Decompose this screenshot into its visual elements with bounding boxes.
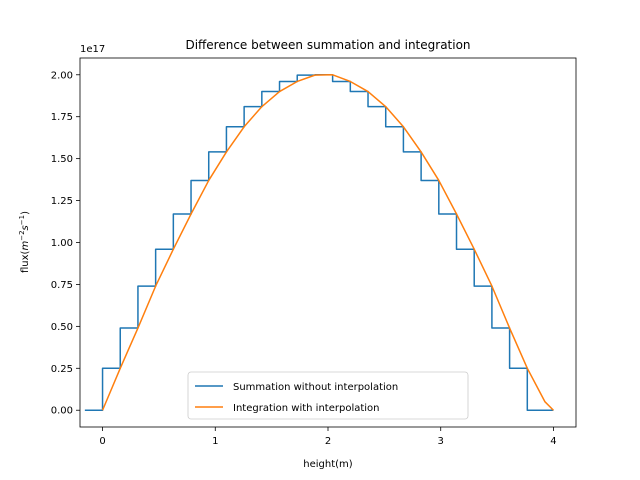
y-tick-label: 0.25 [51,364,73,375]
y-tick-label: 0.50 [51,322,73,333]
x-tick-label: 2 [325,436,331,447]
x-tick-label: 3 [438,436,444,447]
y-axis-label-exp2: −1 [18,215,26,225]
y-tick-label: 1.75 [51,112,73,123]
y-tick-label: 1.00 [51,238,73,249]
y-tick-label: 0.00 [51,406,73,417]
chart-title: Difference between summation and integra… [185,38,470,52]
y-tick-label: 1.50 [51,154,73,165]
series-line-integration [101,74,554,411]
y-tick-label: 1.25 [51,196,73,207]
legend-label-summation: Summation without interpolation [233,382,398,393]
legend: Summation without interpolation Integrat… [187,371,469,420]
x-tick-label: 4 [550,436,556,447]
x-axis-label: height(m) [303,459,353,470]
y-axis-label-exp1: −2 [18,230,26,240]
y-axis-label-suffix: ) [20,211,31,215]
plot-area [80,58,576,427]
x-tick-label: 0 [99,436,105,447]
plot-frame [79,57,577,428]
y-tick-label: 0.75 [51,280,73,291]
y-tick-label: 2.00 [51,70,73,81]
y-axis-label-s: s [20,225,31,230]
series-layer [84,74,554,411]
y-axis-label-m: m [20,241,31,251]
x-tick-label: 1 [212,436,218,447]
legend-box [187,371,469,420]
y-axis-label-prefix: flux( [20,250,31,273]
y-axis-label: flux(m−2s−1) [18,211,31,273]
y-offset-label: 1e17 [80,44,105,55]
axis-ticks: 0 1 2 3 4 0.00 0.25 0.50 0.75 1.00 1.25 1.50 1.75 2.0… [51,70,557,447]
legend-label-integration: Integration with interpolation [233,403,380,414]
